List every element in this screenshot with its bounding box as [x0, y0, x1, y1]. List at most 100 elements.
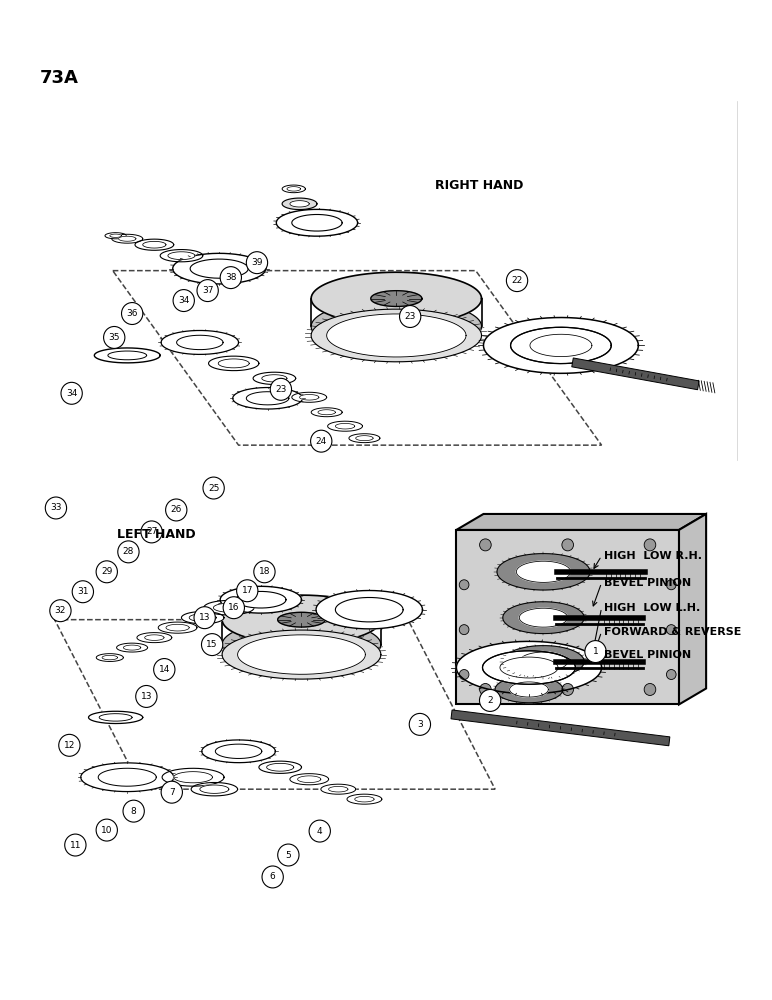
Text: 13: 13 — [141, 692, 152, 701]
Text: 14: 14 — [158, 665, 170, 674]
Circle shape — [136, 685, 157, 707]
Polygon shape — [160, 250, 203, 262]
Text: BEVEL PINION: BEVEL PINION — [604, 578, 692, 588]
Text: 25: 25 — [208, 484, 219, 493]
Polygon shape — [232, 388, 303, 409]
Circle shape — [479, 689, 501, 711]
Text: 27: 27 — [146, 527, 157, 536]
Text: 8: 8 — [130, 807, 137, 816]
Circle shape — [409, 713, 431, 735]
Polygon shape — [456, 530, 679, 704]
Polygon shape — [162, 768, 224, 786]
Circle shape — [506, 270, 528, 292]
Polygon shape — [110, 234, 121, 237]
Circle shape — [154, 659, 175, 680]
Circle shape — [96, 819, 117, 841]
Text: HIGH  LOW L.H.: HIGH LOW L.H. — [604, 603, 701, 613]
Circle shape — [123, 800, 144, 822]
Circle shape — [161, 781, 182, 803]
Polygon shape — [177, 335, 223, 350]
Polygon shape — [520, 652, 567, 671]
Text: 36: 36 — [127, 309, 138, 318]
Polygon shape — [456, 641, 601, 694]
Text: 73A: 73A — [40, 69, 79, 87]
Polygon shape — [290, 201, 310, 207]
Text: 23: 23 — [405, 312, 416, 321]
Circle shape — [201, 634, 223, 656]
Polygon shape — [292, 392, 327, 402]
Circle shape — [270, 378, 292, 400]
Polygon shape — [311, 309, 482, 362]
Text: 33: 33 — [50, 503, 62, 512]
Polygon shape — [510, 327, 611, 364]
Text: 38: 38 — [225, 273, 236, 282]
Text: 34: 34 — [178, 296, 189, 305]
Circle shape — [197, 280, 218, 302]
Polygon shape — [516, 561, 571, 582]
Polygon shape — [451, 710, 670, 746]
Polygon shape — [158, 622, 197, 633]
Polygon shape — [311, 272, 482, 325]
Circle shape — [59, 734, 80, 756]
Circle shape — [203, 477, 225, 499]
Polygon shape — [510, 682, 548, 697]
Polygon shape — [208, 356, 259, 371]
Polygon shape — [327, 314, 466, 357]
Polygon shape — [311, 300, 482, 353]
Circle shape — [479, 683, 491, 695]
Text: 28: 28 — [123, 547, 134, 556]
Polygon shape — [572, 358, 699, 390]
Polygon shape — [181, 612, 224, 624]
Polygon shape — [327, 421, 363, 431]
Polygon shape — [329, 786, 348, 792]
Polygon shape — [108, 351, 147, 360]
Circle shape — [73, 581, 93, 603]
Polygon shape — [204, 600, 254, 615]
Polygon shape — [173, 253, 266, 284]
Polygon shape — [143, 241, 166, 248]
Text: 34: 34 — [66, 389, 77, 398]
Polygon shape — [99, 714, 132, 721]
Polygon shape — [354, 796, 374, 802]
Text: 1: 1 — [593, 647, 598, 656]
Polygon shape — [482, 651, 575, 684]
Text: 3: 3 — [417, 720, 423, 729]
Text: 26: 26 — [171, 505, 182, 514]
Polygon shape — [298, 776, 321, 783]
Polygon shape — [222, 630, 381, 679]
Polygon shape — [161, 330, 239, 354]
Polygon shape — [215, 744, 262, 758]
Text: 32: 32 — [55, 606, 66, 615]
Text: 29: 29 — [101, 567, 113, 576]
Polygon shape — [135, 239, 174, 250]
Circle shape — [166, 499, 187, 521]
Text: 17: 17 — [242, 586, 253, 595]
Polygon shape — [222, 595, 381, 644]
Circle shape — [262, 866, 283, 888]
Polygon shape — [105, 233, 127, 239]
Polygon shape — [483, 318, 638, 373]
Polygon shape — [300, 394, 319, 400]
Polygon shape — [200, 785, 229, 793]
Text: 6: 6 — [269, 872, 276, 881]
Text: 4: 4 — [317, 827, 323, 836]
Text: RIGHT HAND: RIGHT HAND — [435, 179, 523, 192]
Text: FORWARD & REVERSE: FORWARD & REVERSE — [604, 627, 742, 637]
Polygon shape — [98, 768, 156, 786]
Polygon shape — [290, 774, 329, 785]
Circle shape — [65, 834, 86, 856]
Circle shape — [220, 267, 242, 289]
Polygon shape — [679, 514, 706, 704]
Polygon shape — [213, 603, 245, 612]
Polygon shape — [124, 645, 141, 650]
Polygon shape — [235, 591, 286, 608]
Text: 31: 31 — [77, 587, 89, 596]
Circle shape — [223, 597, 245, 619]
Polygon shape — [189, 614, 216, 622]
Polygon shape — [335, 423, 354, 429]
Circle shape — [194, 607, 215, 629]
Polygon shape — [311, 408, 342, 417]
Text: HIGH  LOW R.H.: HIGH LOW R.H. — [604, 551, 703, 561]
Circle shape — [562, 539, 574, 551]
Polygon shape — [335, 597, 403, 622]
